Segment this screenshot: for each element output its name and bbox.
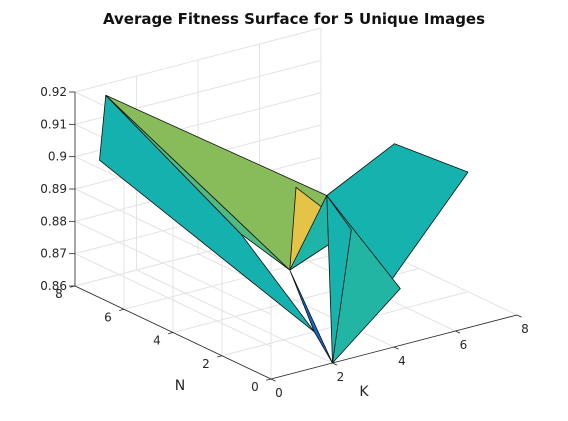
x-tick-mark: [516, 314, 522, 318]
y-tick-label: 6: [104, 310, 112, 324]
x-tick-label: 4: [398, 354, 406, 368]
x-tick-label: 6: [460, 338, 468, 352]
y-tick-mark: [217, 355, 223, 358]
x-tick-mark: [455, 330, 461, 334]
x-tick-mark: [332, 362, 338, 366]
x-tick-mark: [393, 346, 399, 350]
y-tick-label: 0: [251, 380, 259, 394]
z-tick-label: 0.88: [40, 214, 67, 228]
x-tick-mark: [270, 378, 276, 382]
y-axis-label: N: [175, 378, 185, 394]
surface-face: [289, 269, 333, 364]
x-tick-label: 8: [521, 322, 529, 336]
y-tick-label: 4: [153, 334, 161, 348]
y-tick-mark: [266, 378, 272, 381]
z-tick-label: 0.92: [40, 85, 67, 99]
chart-title: Average Fitness Surface for 5 Unique Ima…: [103, 10, 485, 28]
y-tick-label: 8: [55, 287, 63, 301]
surface: [99, 94, 469, 364]
z-tick-label: 0.91: [40, 117, 67, 131]
z-tick-label: 0.86: [40, 279, 67, 293]
x-tick-label: 2: [337, 370, 345, 384]
y-tick-mark: [168, 332, 174, 335]
x-axis-label: K: [359, 384, 369, 400]
z-tick-label: 0.87: [40, 247, 67, 261]
z-tick-label: 0.9: [48, 150, 67, 164]
z-tick-label: 0.89: [40, 182, 67, 196]
y-tick-label: 2: [202, 357, 210, 371]
x-tick-label: 0: [275, 386, 283, 400]
y-tick-mark: [119, 308, 125, 311]
